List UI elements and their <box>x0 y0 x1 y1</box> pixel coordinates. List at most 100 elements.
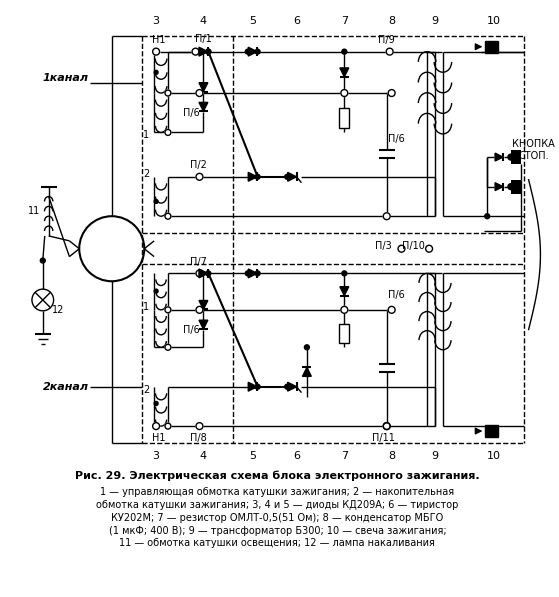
Text: 1: 1 <box>143 302 149 312</box>
Circle shape <box>192 48 199 55</box>
Text: 10: 10 <box>487 451 501 461</box>
Circle shape <box>196 306 203 313</box>
Circle shape <box>196 423 203 430</box>
Text: 3: 3 <box>153 451 160 461</box>
Text: 5: 5 <box>249 16 256 26</box>
Circle shape <box>388 306 395 313</box>
Text: П/11: П/11 <box>372 433 395 443</box>
Circle shape <box>383 423 390 430</box>
Circle shape <box>383 213 390 220</box>
Text: П/6: П/6 <box>183 107 200 118</box>
Text: П/6: П/6 <box>388 290 405 300</box>
Circle shape <box>342 49 347 54</box>
Text: П/7: П/7 <box>190 257 207 266</box>
Text: Н1: Н1 <box>152 35 166 45</box>
Text: 5: 5 <box>249 451 256 461</box>
Text: П/6: П/6 <box>183 325 200 334</box>
Circle shape <box>196 90 203 97</box>
Circle shape <box>386 48 393 55</box>
Text: 2канал: 2канал <box>42 381 88 392</box>
Polygon shape <box>495 183 503 190</box>
Text: 7: 7 <box>341 451 348 461</box>
Circle shape <box>245 271 250 276</box>
Text: 11: 11 <box>28 207 40 216</box>
Circle shape <box>383 423 390 430</box>
Text: П/10: П/10 <box>402 241 425 251</box>
Polygon shape <box>288 382 296 391</box>
Text: П/9: П/9 <box>378 35 395 45</box>
Circle shape <box>154 70 158 74</box>
Circle shape <box>341 306 348 313</box>
Circle shape <box>285 174 290 179</box>
Polygon shape <box>199 320 208 329</box>
Text: 10: 10 <box>487 16 501 26</box>
Text: 1канал: 1канал <box>42 73 88 83</box>
Text: Н1: Н1 <box>152 433 166 443</box>
Polygon shape <box>199 47 208 56</box>
Text: 8: 8 <box>388 451 395 461</box>
Circle shape <box>154 199 158 204</box>
Circle shape <box>508 154 514 160</box>
Text: 8: 8 <box>388 16 395 26</box>
Polygon shape <box>248 173 257 181</box>
Text: П/3: П/3 <box>376 241 392 251</box>
Text: 7: 7 <box>341 16 348 26</box>
Circle shape <box>206 271 211 276</box>
Text: 3: 3 <box>153 16 160 26</box>
Circle shape <box>196 173 203 180</box>
Circle shape <box>153 48 159 55</box>
Text: КУ202М; 7 — резистор ОМЛТ-0,5(51 Ом); 8 — конденсатор МБГО: КУ202М; 7 — резистор ОМЛТ-0,5(51 Ом); 8 … <box>111 513 443 523</box>
Text: 4: 4 <box>200 16 207 26</box>
Polygon shape <box>288 173 296 181</box>
Bar <box>511 180 521 193</box>
Circle shape <box>165 213 171 219</box>
Text: Рис. 29. Электрическая схема блока электронного зажигания.: Рис. 29. Электрическая схема блока элект… <box>75 470 480 481</box>
Circle shape <box>206 49 211 54</box>
Circle shape <box>342 271 347 276</box>
Circle shape <box>341 90 348 97</box>
Text: 1 — управляющая обмотка катушки зажигания; 2 — накопительная: 1 — управляющая обмотка катушки зажигани… <box>100 487 454 497</box>
Polygon shape <box>302 368 311 376</box>
Circle shape <box>285 384 290 389</box>
Text: П/8: П/8 <box>190 433 207 443</box>
Text: П/2: П/2 <box>190 160 207 170</box>
Circle shape <box>255 49 260 54</box>
Circle shape <box>165 90 171 96</box>
Bar <box>485 41 498 53</box>
Text: 6: 6 <box>293 451 301 461</box>
Text: 9: 9 <box>432 451 439 461</box>
Text: 2: 2 <box>143 169 149 179</box>
Text: 1: 1 <box>143 130 149 140</box>
Polygon shape <box>340 287 349 296</box>
Circle shape <box>425 245 433 252</box>
Circle shape <box>165 423 171 429</box>
Polygon shape <box>199 103 208 111</box>
Text: 9: 9 <box>432 16 439 26</box>
Circle shape <box>165 130 171 136</box>
Polygon shape <box>248 269 257 278</box>
Circle shape <box>398 245 405 252</box>
Polygon shape <box>199 82 208 91</box>
Bar <box>339 324 349 343</box>
Circle shape <box>245 49 250 54</box>
Circle shape <box>165 344 171 350</box>
Circle shape <box>206 49 211 54</box>
Polygon shape <box>199 269 208 278</box>
Bar <box>339 108 349 128</box>
Text: 2: 2 <box>143 384 149 395</box>
Circle shape <box>255 384 260 389</box>
Bar <box>485 425 498 437</box>
Polygon shape <box>495 153 503 161</box>
Circle shape <box>196 270 203 277</box>
Text: 6: 6 <box>293 16 301 26</box>
Bar <box>511 150 521 164</box>
Circle shape <box>165 307 171 313</box>
Text: обмотка катушки зажигания; 3, 4 и 5 — диоды КД209А; 6 — тиристор: обмотка катушки зажигания; 3, 4 и 5 — ди… <box>96 500 458 510</box>
Circle shape <box>255 271 260 276</box>
Text: (1 мкФ; 400 В); 9 — трансформатор Б300; 10 — свеча зажигания;: (1 мкФ; 400 В); 9 — трансформатор Б300; … <box>108 525 446 536</box>
Circle shape <box>305 345 309 350</box>
Circle shape <box>485 214 490 219</box>
Text: П/1: П/1 <box>195 34 212 44</box>
Text: КНОПКА
СТОП.: КНОПКА СТОП. <box>512 139 555 161</box>
Text: П/6: П/6 <box>388 134 405 144</box>
